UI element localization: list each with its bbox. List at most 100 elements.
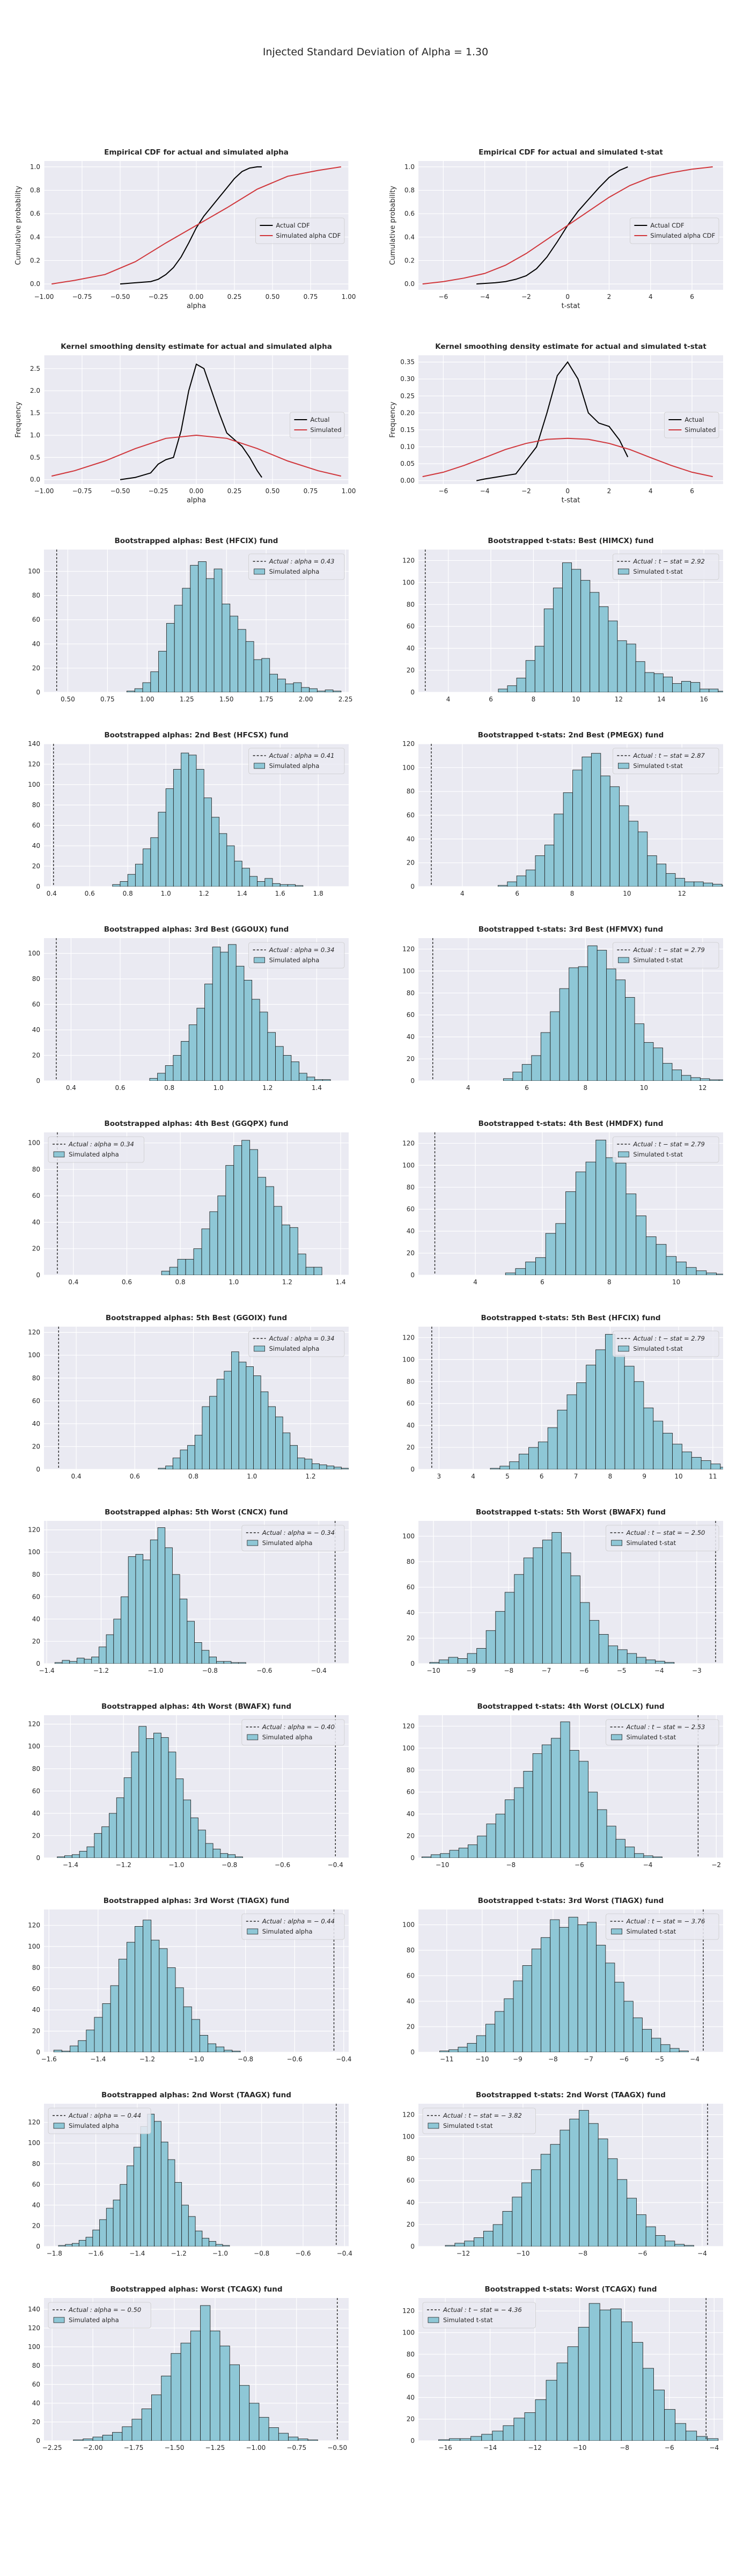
x-tick-label: −5 — [617, 1667, 627, 1674]
legend: Actual : t − stat = − 3.76 Simulated t-st… — [606, 1913, 719, 1940]
histogram-bar — [460, 2438, 472, 2441]
x-tick-label: −1.4 — [63, 1861, 78, 1869]
x-tick-label: −4 — [480, 293, 490, 301]
histogram-bar — [486, 1824, 496, 1858]
histogram-bar — [94, 1833, 102, 1858]
histogram-bar — [181, 752, 189, 887]
legend-label: Actual : t − stat = 2.79 — [632, 1335, 704, 1342]
y-tick-label: 40 — [32, 1420, 40, 1428]
histogram-bar — [512, 2197, 522, 2246]
histogram-bar — [252, 999, 260, 1081]
legend-patch-swatch — [254, 763, 266, 769]
histogram-bar — [591, 753, 601, 887]
legend-label: Actual : t − stat = − 2.53 — [626, 1723, 705, 1731]
histogram-bar — [123, 1777, 132, 1858]
histogram-bar — [326, 1466, 335, 1469]
plot-marks — [432, 938, 723, 1081]
x-tick-label: 10 — [674, 1473, 682, 1480]
histogram-bar — [202, 2238, 210, 2246]
histogram-bar — [101, 1826, 109, 1858]
y-tick-label: 0.30 — [400, 375, 415, 383]
histogram-bar — [448, 2049, 459, 2052]
histogram-bar — [238, 1662, 246, 1664]
histogram-bar — [198, 1829, 206, 1858]
histogram-bar — [282, 1432, 291, 1469]
histogram-bar — [138, 1726, 147, 1858]
histogram-bar — [656, 863, 667, 887]
histogram-bar — [78, 2240, 86, 2246]
legend: Actual : alpha = 0.34 Simulated alpha — [248, 942, 345, 969]
histogram-bar — [597, 950, 607, 1081]
histogram-bar — [142, 682, 151, 692]
y-tick-label: 100 — [402, 1921, 415, 1929]
y-tick-label: 0 — [36, 883, 40, 890]
y-tick-label: 0.00 — [400, 477, 415, 485]
legend: Actual : t − stat = − 2.53 Simulated t-st… — [606, 1719, 719, 1746]
chart-title: Bootstrapped t-stats: 3rd Best (HFMVX) f… — [478, 925, 663, 934]
histogram-bar — [497, 885, 508, 887]
x-tick-label: 12 — [615, 696, 623, 703]
x-tick-label: 4 — [649, 487, 653, 495]
histogram-bar — [690, 1077, 701, 1081]
histogram-bar — [233, 1145, 242, 1275]
y-tick-label: 120 — [402, 557, 415, 564]
histogram-bar — [485, 1630, 496, 1664]
y-tick-label: 120 — [402, 2111, 415, 2118]
histogram-bar — [615, 1162, 627, 1275]
histogram-bar — [495, 2011, 505, 2052]
histogram-bar — [83, 2439, 93, 2441]
figure-suptitle: Injected Standard Deviation of Alpha = 1… — [262, 46, 489, 58]
histogram-bar — [578, 966, 588, 1081]
x-tick-label: 0.50 — [266, 293, 280, 301]
histogram-bar — [559, 1927, 569, 2052]
x-axis-label: t-stat — [562, 302, 580, 310]
histogram-bar — [131, 2419, 142, 2441]
histogram-bar — [268, 2427, 279, 2441]
y-tick-label: 100 — [402, 579, 415, 586]
histogram-bar — [651, 2038, 661, 2052]
x-tick-label: 14 — [657, 696, 665, 703]
histogram-bar — [588, 1791, 598, 1858]
legend-box — [664, 412, 719, 438]
plot-marks — [425, 550, 723, 692]
legend-label: Simulated t-stat — [633, 1151, 683, 1158]
histogram-bar — [568, 1916, 578, 2052]
legend-label: Actual : alpha = 0.34 — [68, 1140, 134, 1148]
y-axis-label: Frequency — [389, 401, 397, 437]
histogram-bar — [665, 2241, 675, 2246]
x-tick-label: −10 — [573, 2444, 586, 2451]
histogram-bar — [483, 2230, 494, 2246]
histogram-bar — [291, 1061, 299, 1081]
histogram-bar — [495, 1813, 505, 1858]
chart-title: Bootstrapped t-stats: 5th Best (HFCIX) f… — [481, 1314, 660, 1322]
legend-label: Simulated t-stat — [443, 2316, 493, 2324]
legend-label: Actual : t − stat = 2.87 — [632, 752, 705, 759]
x-tick-label: 6 — [489, 696, 493, 703]
y-axis-label: Cumulative probability — [389, 186, 397, 265]
x-tick-label: 1.0 — [213, 1084, 224, 1092]
histogram-bar — [440, 1853, 450, 1858]
histogram-bar — [319, 1465, 327, 1469]
histogram-bar — [224, 1371, 232, 1469]
histogram-bar — [158, 650, 167, 692]
histogram-bar — [220, 952, 229, 1081]
plot-marks — [57, 1132, 322, 1275]
histogram-bar — [505, 1799, 515, 1858]
y-tick-label: 1.0 — [30, 163, 40, 171]
histogram-bar — [285, 683, 294, 692]
histogram-bar — [662, 1433, 673, 1469]
y-tick-label: 0.25 — [400, 392, 415, 400]
y-tick-label: 40 — [32, 1026, 40, 1034]
y-tick-label: 60 — [32, 1593, 40, 1600]
histogram-bar — [606, 1157, 616, 1275]
legend-patch-swatch — [53, 1151, 65, 1158]
chart-20: Bootstrapped t-stats: 3rd Worst (TIAGX) … — [402, 1897, 723, 2063]
legend-label: Simulated alpha CDF — [276, 232, 341, 239]
legend: Actual Simulated — [664, 412, 719, 438]
histogram-bar — [272, 883, 281, 887]
histogram-bar — [566, 1394, 577, 1469]
histogram-bar — [141, 2409, 152, 2441]
legend-label: Actual : t − stat = − 3.82 — [443, 2112, 522, 2119]
x-tick-label: 0.75 — [304, 293, 318, 301]
histogram-bar — [188, 1024, 197, 1081]
